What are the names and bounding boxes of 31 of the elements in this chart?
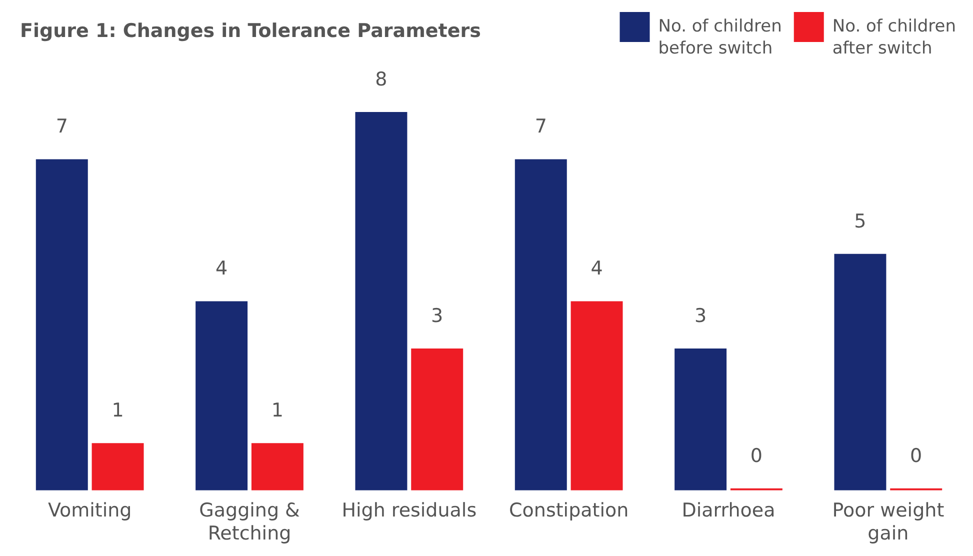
bar	[411, 348, 464, 490]
data-label: 3	[431, 304, 444, 327]
bar	[251, 443, 304, 490]
data-label: 1	[271, 400, 284, 422]
chart-title: Figure 1: Changes in Tolerance Parameters	[20, 20, 481, 42]
legend-label: No. of children before switch	[658, 16, 782, 59]
data-label: 4	[590, 258, 603, 280]
bar	[570, 301, 623, 490]
x-tick-label: Constipation	[508, 500, 629, 522]
data-label: 3	[694, 304, 707, 327]
bar	[36, 159, 88, 490]
bar	[355, 112, 408, 490]
x-tick-label: High residuals	[342, 500, 477, 522]
bar	[514, 159, 567, 490]
legend-label: No. of children after switch	[832, 16, 956, 59]
bar	[834, 254, 886, 490]
data-label: 0	[750, 444, 762, 467]
data-label: 0	[910, 444, 922, 467]
bar	[92, 443, 144, 490]
data-label: 7	[534, 116, 547, 138]
data-label: 8	[375, 68, 388, 90]
x-tick-label: Poor weight gain	[832, 500, 944, 545]
bar	[674, 348, 727, 490]
data-label: 7	[56, 116, 68, 138]
bar	[196, 301, 248, 490]
x-tick-label: Diarrhoea	[682, 500, 776, 522]
data-label: 4	[216, 258, 228, 280]
x-tick-label: Gagging & Retching	[199, 500, 300, 545]
x-tick-label: Vomiting	[48, 500, 132, 522]
data-label: 1	[112, 400, 124, 422]
data-label: 5	[854, 210, 866, 232]
